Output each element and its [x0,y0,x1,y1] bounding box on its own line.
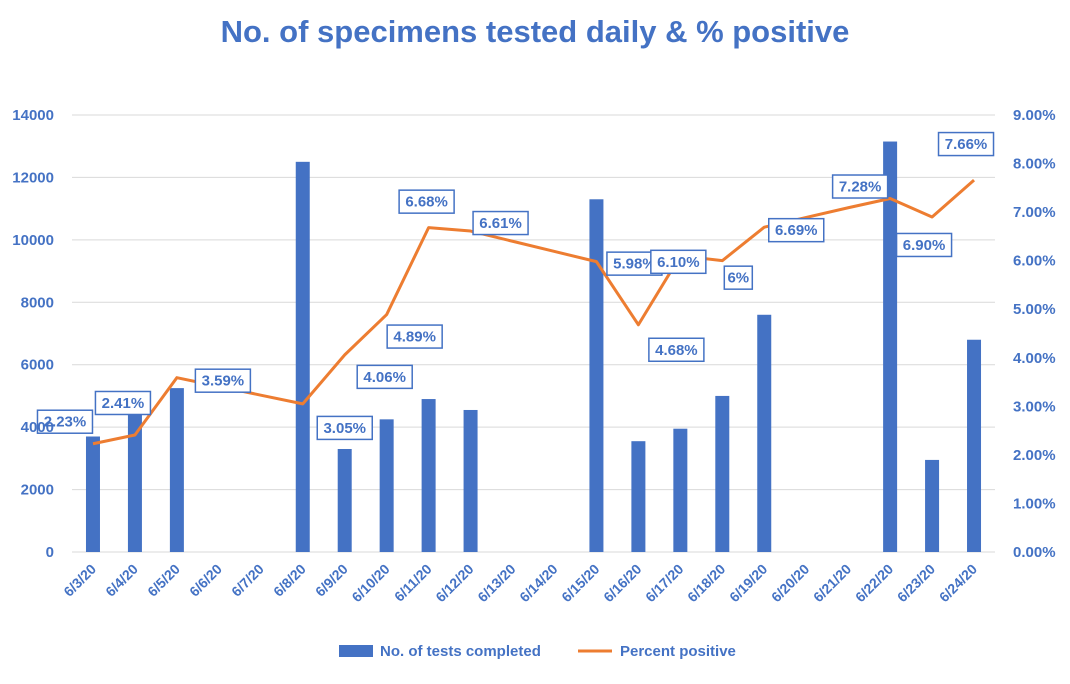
x-tick-label: 6/8/20 [270,561,309,600]
bar [337,448,352,552]
data-label: 6.90% [903,237,946,254]
y-left-tick-label: 4000 [21,419,54,436]
bar-series [85,141,982,553]
x-tick-label: 6/12/20 [432,561,476,605]
y-right-tick-label: 0.00% [1013,544,1056,561]
y-right-tick-label: 8.00% [1013,156,1056,173]
legend-label: Percent positive [620,643,736,660]
y-right-tick-label: 1.00% [1013,495,1056,512]
x-tick-label: 6/20/20 [768,561,812,605]
x-tick-label: 6/17/20 [642,561,686,605]
x-tick-label: 6/22/20 [852,561,896,605]
x-tick-label: 6/6/20 [186,561,225,600]
legend: No. of tests completed Percent positive [339,643,736,660]
data-label-box [768,217,825,243]
bar [85,436,100,552]
x-tick-label: 6/19/20 [726,561,770,605]
bar [925,459,940,552]
legend-label: No. of tests completed [380,643,541,660]
y-left-tick-label: 12000 [12,169,54,186]
bar [127,399,142,552]
data-label: 7.28% [839,179,882,196]
data-label-box [895,232,953,258]
data-label-box [194,368,252,393]
data-label-box [650,249,707,275]
percent-positive-line [92,178,976,446]
data-label: 6% [727,270,749,287]
x-tick-label: 6/18/20 [684,561,728,605]
bar [631,441,646,552]
x-tick-label: 6/24/20 [936,561,980,605]
x-tick-label: 6/10/20 [348,561,392,605]
chart-title: No. of specimens tested daily & % positi… [220,14,850,49]
x-tick-label: 6/5/20 [144,561,183,600]
y-right-tick-label: 3.00% [1013,398,1056,415]
data-label: 2.41% [102,395,145,412]
data-label-box [472,210,529,236]
y-left-tick-label: 8000 [21,294,54,311]
data-label-box [36,409,94,434]
x-tick-label: 6/16/20 [600,561,644,605]
data-label: 3.05% [323,420,366,437]
y-right-tick-label: 5.00% [1013,301,1056,318]
bar [757,314,772,552]
bar [169,388,184,552]
y-right-tick-label: 2.00% [1013,447,1056,464]
data-label-box [94,390,152,416]
data-label-box [937,131,995,157]
data-label-box [386,324,443,349]
data-label: 4.68% [655,342,698,359]
data-label-box [356,364,413,390]
y-right-tick-label: 9.00% [1013,107,1056,124]
data-label-box [723,265,754,290]
y-left-tick-label: 10000 [12,232,54,249]
x-tick-label: 6/9/20 [312,561,351,600]
x-tick-label: 6/15/20 [558,561,602,605]
bar [883,141,898,552]
data-label-box [648,337,705,363]
y-left-tick-label: 14000 [12,107,54,124]
line-series [92,178,976,446]
data-label: 6.68% [405,194,448,211]
bar [421,399,436,552]
bar [673,428,688,552]
bar [715,395,730,552]
data-label: 4.06% [363,369,406,386]
y-right-tick-label: 7.00% [1013,204,1056,221]
y-right-tick-label: 6.00% [1013,253,1056,270]
data-label: 4.89% [393,329,436,346]
data-label-box [398,189,455,214]
x-tick-label: 6/14/20 [516,561,560,605]
y-right-tick-label: 4.00% [1013,350,1056,367]
legend-bar-swatch [339,645,373,657]
bar [379,419,394,552]
x-tick-label: 6/11/20 [391,561,435,605]
data-label: 2.23% [44,414,87,431]
data-label-box [831,174,889,199]
bar [589,199,604,552]
x-tick-label: 6/23/20 [894,561,938,605]
x-tick-label: 6/4/20 [102,561,141,600]
bar [967,339,982,552]
axes: 0 2000 4000 6000 8000 10000 12000 14000 0.00% 1.0… [12,107,1055,605]
data-label: 3.59% [202,373,245,390]
data-label: 6.61% [479,215,522,232]
data-label-box [316,415,373,441]
x-tick-label: 6/13/20 [474,561,518,605]
bar [463,409,478,552]
x-tick-label: 6/7/20 [228,561,267,600]
data-labels: 2.23% 2.41% 3.59% 3.05% 4.06% 4.89% 6.68% 6.61%… [36,131,995,441]
x-tick-label: 6/3/20 [60,561,99,600]
y-left-tick-label: 0 [46,544,54,561]
y-left-tick-label: 6000 [21,357,54,374]
bar [295,161,310,553]
data-label: 7.66% [945,136,988,153]
data-label: 6.10% [657,254,700,271]
data-label: 5.98% [613,256,656,273]
data-label: 6.69% [775,222,818,239]
y-left-tick-label: 2000 [21,482,54,499]
x-tick-label: 6/21/20 [810,561,854,605]
